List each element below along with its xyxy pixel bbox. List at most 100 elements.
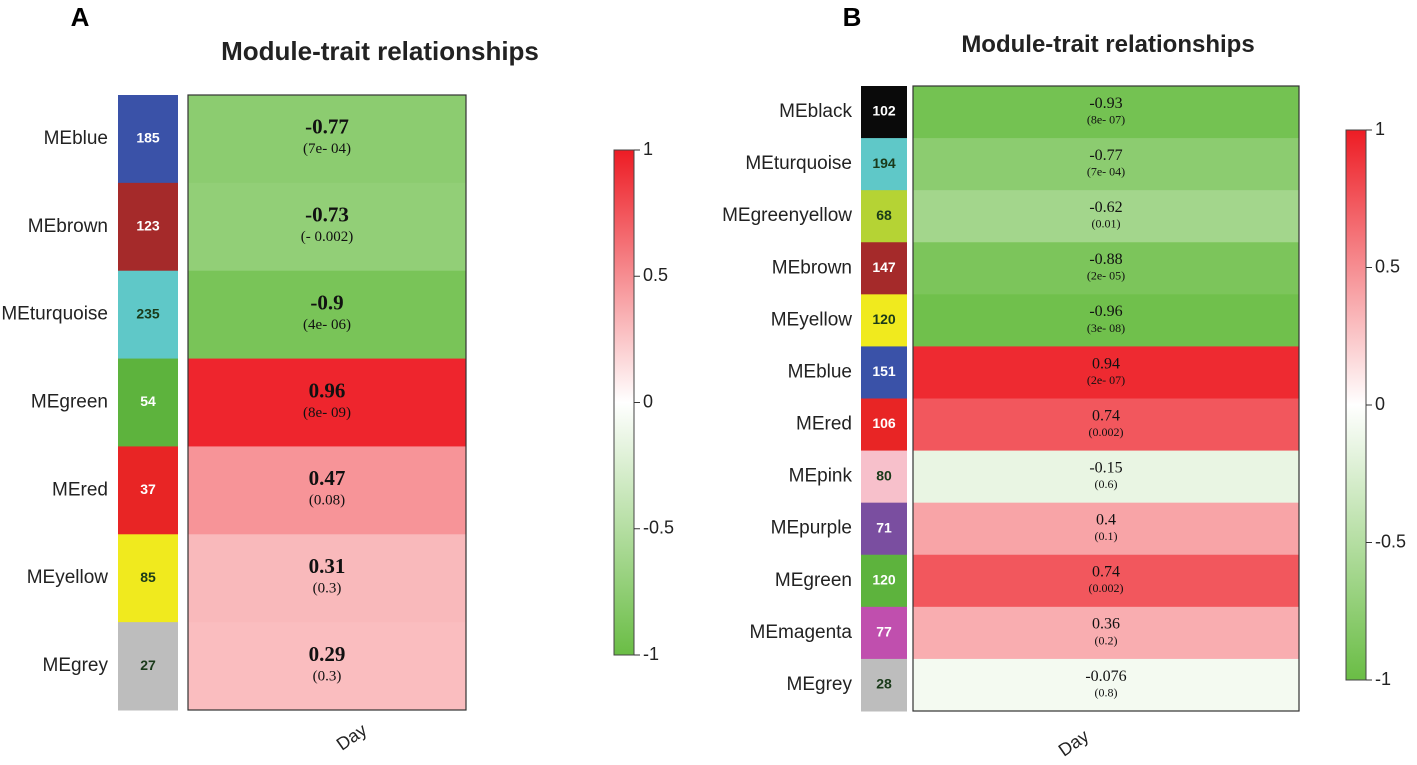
module-label: MEmagenta <box>750 622 853 643</box>
correlation-value: 0.4 <box>1096 512 1116 529</box>
module-color-swatch <box>861 242 907 295</box>
module-count: 151 <box>872 363 896 379</box>
correlation-value: -0.77 <box>305 115 349 139</box>
module-color-swatch <box>118 534 178 623</box>
heatmap-cell <box>913 554 1299 608</box>
p-value: (3e- 08) <box>1087 321 1125 335</box>
heatmap-cell <box>188 358 466 447</box>
colorbar-tick-label: -1 <box>1375 669 1391 689</box>
module-label: MEblue <box>788 361 852 382</box>
module-row: MEyellow 85 0.31 (0.3) <box>27 534 466 623</box>
chart-title: Module-trait relationships <box>221 36 539 66</box>
module-color-swatch <box>118 358 178 447</box>
module-color-swatch <box>861 606 907 660</box>
module-row: MEbrown 147 -0.88(2e- 05) <box>772 242 1299 295</box>
module-label: MEgreen <box>31 392 108 413</box>
correlation-value: -0.15 <box>1089 459 1122 476</box>
colorbar-tick-label: 0 <box>1375 394 1385 414</box>
module-row: MEred 106 0.74(0.002) <box>796 398 1299 452</box>
module-label: MEpink <box>789 466 853 487</box>
module-label: MEyellow <box>771 309 853 330</box>
heatmap-cell <box>913 346 1299 399</box>
module-color-swatch <box>861 190 907 243</box>
module-label: MEgreenyellow <box>722 205 852 226</box>
module-color-swatch <box>118 446 178 535</box>
colorbar <box>613 149 635 656</box>
module-row: MEturquoise 194 -0.77(7e- 04) <box>745 138 1299 191</box>
module-count: 71 <box>876 519 892 535</box>
module-row: MEgrey 28 -0.076(0.8) <box>787 658 1299 712</box>
correlation-value: -0.88 <box>1089 251 1122 268</box>
p-value: (0.1) <box>1095 529 1118 543</box>
chart-title: Module-trait relationships <box>961 31 1254 58</box>
module-color-swatch <box>118 182 178 272</box>
module-row: MEred 37 0.47 (0.08) <box>52 446 466 535</box>
module-label: MEred <box>796 414 852 435</box>
module-count: 123 <box>136 217 160 233</box>
module-color-swatch <box>861 138 907 191</box>
p-value: (0.3) <box>313 580 342 596</box>
module-color-swatch <box>861 398 907 452</box>
module-count: 54 <box>140 393 156 409</box>
module-count: 37 <box>140 481 156 497</box>
colorbar-tick-label: -0.5 <box>1375 531 1406 551</box>
correlation-value: -0.77 <box>1089 147 1122 164</box>
p-value: (0.002) <box>1089 581 1124 595</box>
heatmap-cell <box>913 658 1299 712</box>
heatmap-cell <box>913 450 1299 504</box>
module-label: MEbrown <box>772 257 852 278</box>
heatmap-cell <box>913 86 1299 139</box>
module-label: MEturquoise <box>745 153 852 174</box>
module-row: MEturquoise 235 -0.9 (4e- 06) <box>1 270 466 360</box>
heatmap-cell <box>188 446 466 535</box>
x-axis-label: Day <box>333 720 371 755</box>
module-count: 68 <box>876 207 892 223</box>
module-count: 27 <box>140 657 156 673</box>
module-count: 85 <box>140 569 156 585</box>
module-label: MEturquoise <box>1 304 108 325</box>
p-value: (8e- 09) <box>303 405 351 421</box>
module-count: 28 <box>876 676 892 692</box>
heatmap-cell <box>188 622 466 711</box>
colorbar-tick-label: 0.5 <box>1375 256 1400 276</box>
module-label: MEblue <box>44 128 108 149</box>
p-value: (0.8) <box>1095 685 1118 699</box>
heatmap-border <box>912 85 1300 712</box>
module-count: 106 <box>872 415 896 431</box>
module-count: 147 <box>872 259 896 275</box>
module-label: MEgrey <box>787 674 853 695</box>
correlation-value: 0.74 <box>1092 407 1120 424</box>
module-label: MEred <box>52 479 108 500</box>
heatmap-cell <box>188 95 466 184</box>
p-value: (7e- 04) <box>303 141 351 157</box>
p-value: (7e- 04) <box>1087 165 1125 179</box>
module-color-swatch <box>118 622 178 711</box>
panel-b: B Module-trait relationships MEblack 102 -0.… <box>722 2 1406 760</box>
module-row: MEyellow 120 -0.96(3e- 08) <box>771 294 1299 347</box>
p-value: (- 0.002) <box>301 229 354 245</box>
colorbar <box>1345 129 1367 681</box>
module-row: MEblue 185 -0.77 (7e- 04) <box>44 95 466 184</box>
module-row: MEpink 80 -0.15(0.6) <box>789 450 1299 504</box>
heatmap-cell <box>913 502 1299 556</box>
module-row: MEblack 102 -0.93(8e- 07) <box>779 86 1299 139</box>
module-count: 120 <box>872 571 896 587</box>
module-row: MEgreen 120 0.74(0.002) <box>775 554 1299 608</box>
module-label: MEbrown <box>28 216 108 237</box>
correlation-value: -0.73 <box>305 203 349 227</box>
heatmap-cell <box>913 398 1299 452</box>
module-row: MEgreen 54 0.96 (8e- 09) <box>31 358 466 447</box>
module-count: 80 <box>876 467 892 483</box>
panel-letter: A <box>71 2 90 32</box>
heatmap-cell <box>913 294 1299 347</box>
correlation-value: 0.96 <box>309 378 346 402</box>
colorbar-tick-label: 1 <box>1375 119 1385 139</box>
correlation-value: 0.36 <box>1092 616 1120 633</box>
module-color-swatch <box>118 95 178 184</box>
module-count: 77 <box>876 624 892 640</box>
module-label: MEgreen <box>775 570 852 591</box>
p-value: (2e- 07) <box>1087 373 1125 387</box>
heatmap-cell <box>188 182 466 272</box>
